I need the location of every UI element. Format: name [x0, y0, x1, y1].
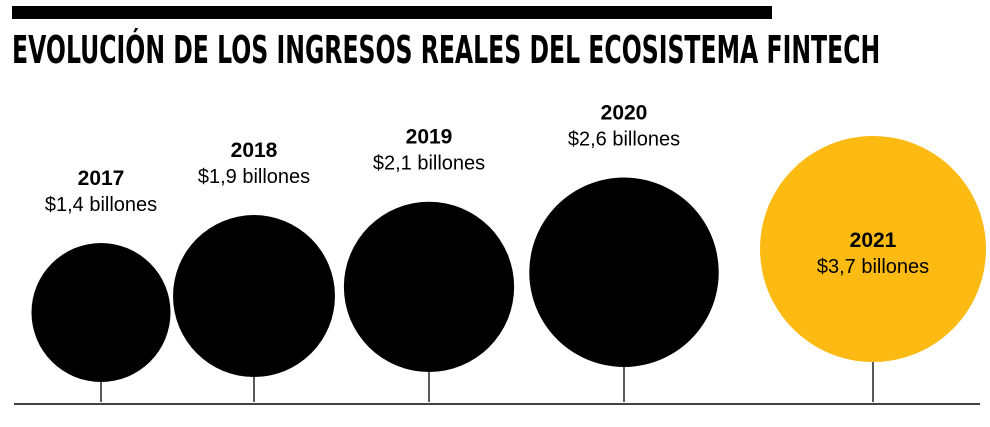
- value-label: $2,6 billones: [568, 129, 680, 151]
- bubble-2020: [529, 177, 719, 367]
- value-label: $1,9 billones: [198, 166, 310, 188]
- top-rule: [12, 6, 772, 19]
- bubble-2017: [31, 242, 171, 382]
- bubble-2019: [343, 201, 515, 372]
- bubble-2021: [760, 136, 986, 362]
- year-label: 2020: [601, 102, 648, 125]
- year-label: 2018: [231, 139, 278, 162]
- year-label: 2017: [78, 167, 125, 190]
- year-label: 2019: [406, 126, 453, 149]
- value-label: $1,4 billones: [45, 194, 157, 216]
- chart-title: EVOLUCIÓN DE LOS INGRESOS REALES DEL ECO…: [12, 28, 881, 72]
- year-label: 2021: [850, 229, 897, 252]
- value-label: $2,1 billones: [373, 153, 485, 175]
- bubble-2018: [173, 215, 335, 377]
- value-label: $3,7 billones: [817, 256, 929, 278]
